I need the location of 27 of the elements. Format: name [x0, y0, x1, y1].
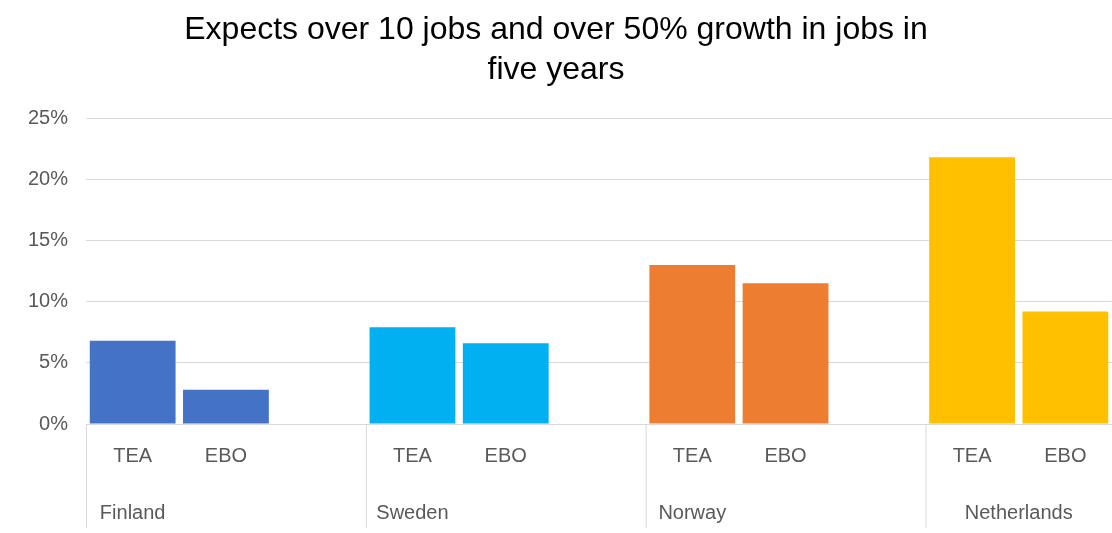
y-tick-label: 5% — [39, 350, 69, 373]
text: Sweden — [376, 500, 449, 523]
text: Netherlands — [964, 500, 1073, 523]
bar — [183, 389, 269, 424]
bar — [1022, 311, 1109, 424]
x-tick-label: EBO — [1044, 443, 1087, 466]
x-tick-label: TEA — [672, 443, 713, 466]
bar — [742, 283, 829, 424]
x-tick-label: TEA — [952, 443, 993, 466]
x-tick-label: EBO — [204, 443, 248, 466]
chart-title: Expects over 10 jobs and over 50% growth in jobs in five years — [183, 9, 929, 88]
y-tick-label: 15% — [28, 227, 69, 250]
text: Finland — [99, 500, 166, 523]
bar — [89, 340, 176, 424]
bar — [369, 327, 456, 424]
x-tick-label: EBO — [484, 443, 527, 466]
x-tick-label: TEA — [393, 443, 433, 466]
x-tick-label: TEA — [113, 443, 153, 466]
x-tick-label: EBO — [764, 443, 807, 466]
y-tick-label: 0% — [39, 411, 69, 434]
bar — [649, 264, 736, 424]
y-tick-label: 10% — [28, 289, 69, 312]
bar — [929, 157, 1015, 424]
bar — [462, 343, 549, 424]
text: Norway — [658, 500, 727, 523]
y-tick-label: 25% — [28, 105, 69, 128]
y-tick-label: 20% — [28, 166, 69, 189]
